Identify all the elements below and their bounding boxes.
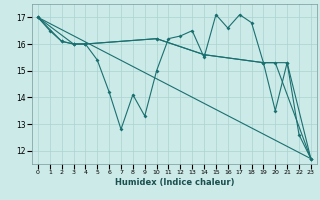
X-axis label: Humidex (Indice chaleur): Humidex (Indice chaleur)	[115, 178, 234, 187]
